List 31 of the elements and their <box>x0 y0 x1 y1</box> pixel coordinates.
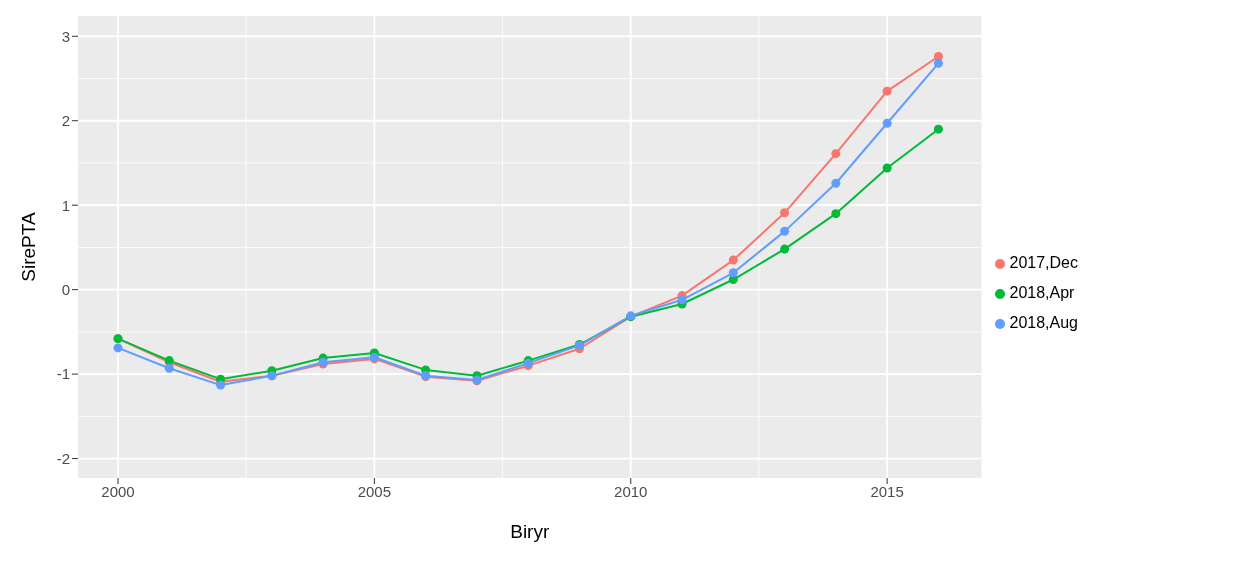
x-tick-label: 2015 <box>870 482 904 500</box>
point <box>831 209 841 219</box>
legend-label: 2017,Dec <box>1009 254 1078 271</box>
x-tick-label: 2005 <box>357 482 392 500</box>
x-axis-title: Biryr <box>510 521 550 542</box>
point <box>113 343 123 353</box>
point <box>677 295 687 305</box>
x-tick-label: 2010 <box>614 482 648 500</box>
y-tick-label: 0 <box>61 280 70 298</box>
y-tick-label: 3 <box>61 27 70 45</box>
point <box>780 208 790 218</box>
point <box>728 268 738 278</box>
y-tick-label: 2 <box>61 112 70 130</box>
y-tick-label: -2 <box>56 449 70 467</box>
y-tick-label: 1 <box>61 196 70 214</box>
legend-label: 2018,Aug <box>1009 314 1078 331</box>
x-tick-label: 2000 <box>101 482 135 500</box>
point <box>933 124 943 134</box>
point <box>780 226 790 236</box>
point <box>164 363 174 373</box>
point <box>882 118 892 128</box>
point <box>780 244 790 254</box>
legend-label: 2018,Apr <box>1009 284 1075 301</box>
y-axis-title: SirePTA <box>17 212 39 282</box>
y-tick-label: -1 <box>56 365 70 383</box>
point <box>831 149 841 159</box>
point <box>882 163 892 173</box>
point <box>882 86 892 96</box>
point <box>933 58 943 68</box>
point <box>728 255 738 265</box>
point <box>831 178 841 188</box>
